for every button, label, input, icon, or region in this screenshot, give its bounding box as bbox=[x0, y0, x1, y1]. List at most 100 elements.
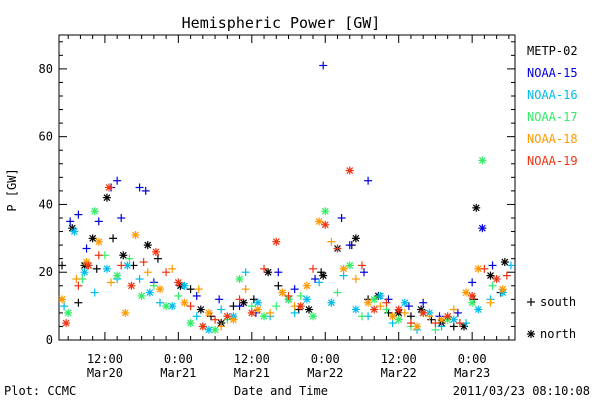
data-point bbox=[82, 244, 91, 253]
data-point bbox=[272, 302, 281, 311]
data-point bbox=[478, 224, 487, 233]
data-point bbox=[437, 315, 446, 324]
data-point bbox=[431, 319, 440, 328]
data-point bbox=[143, 268, 152, 277]
legend-entry: METP-02 bbox=[527, 44, 578, 58]
data-point bbox=[235, 302, 244, 311]
data-point bbox=[333, 244, 342, 253]
data-point bbox=[239, 298, 248, 307]
data-point bbox=[198, 322, 207, 331]
legend-entry: NOAA-15 bbox=[527, 66, 578, 80]
data-point bbox=[141, 186, 150, 195]
data-point bbox=[351, 305, 360, 314]
data-point bbox=[253, 305, 262, 314]
plot-credit: Plot: CCMC bbox=[4, 384, 76, 398]
data-point bbox=[472, 203, 481, 212]
data-point bbox=[478, 156, 487, 165]
data-point bbox=[364, 298, 373, 307]
plot-timestamp: 2011/03/23 08:10:08 bbox=[453, 384, 590, 398]
plot-area: 02040608012:00Mar200:00Mar2112:00Mar210:… bbox=[39, 34, 516, 380]
data-point bbox=[260, 312, 269, 321]
data-point bbox=[168, 264, 177, 273]
data-point bbox=[266, 308, 275, 317]
data-point bbox=[155, 285, 164, 294]
x-tick-label: 12:00 bbox=[87, 352, 123, 366]
data-point bbox=[474, 264, 483, 273]
x-tick-date-label: Mar21 bbox=[160, 366, 196, 380]
data-point bbox=[304, 305, 313, 314]
y-tick-label: 20 bbox=[39, 265, 53, 279]
data-point bbox=[470, 295, 479, 304]
data-point bbox=[351, 275, 360, 283]
data-point bbox=[117, 214, 126, 222]
data-point bbox=[194, 285, 203, 294]
data-point bbox=[388, 319, 397, 328]
data-point bbox=[321, 207, 330, 216]
data-point bbox=[274, 281, 283, 290]
data-point bbox=[186, 302, 195, 311]
data-point bbox=[400, 298, 409, 307]
data-point bbox=[84, 261, 93, 270]
data-point bbox=[500, 258, 509, 267]
data-point bbox=[296, 291, 305, 300]
data-point bbox=[139, 258, 148, 267]
data-point bbox=[117, 261, 126, 270]
data-point bbox=[337, 214, 346, 222]
data-point bbox=[360, 268, 369, 277]
data-point bbox=[357, 312, 366, 321]
data-point bbox=[113, 271, 122, 280]
x-tick-date-label: Mar22 bbox=[307, 366, 343, 380]
data-point bbox=[302, 281, 311, 290]
data-point bbox=[453, 308, 462, 317]
data-point bbox=[468, 298, 477, 307]
data-point bbox=[309, 264, 318, 273]
x-tick-label: 0:00 bbox=[311, 352, 340, 366]
data-point bbox=[382, 305, 391, 314]
data-point bbox=[474, 305, 483, 314]
data-point bbox=[174, 291, 183, 300]
data-point bbox=[443, 312, 452, 321]
data-point bbox=[149, 281, 158, 290]
data-point bbox=[400, 308, 409, 317]
x-axis-label: Date and Time bbox=[234, 384, 328, 398]
data-point bbox=[315, 278, 324, 287]
data-point bbox=[90, 207, 99, 216]
data-point bbox=[121, 308, 130, 317]
y-tick-label: 40 bbox=[39, 197, 53, 211]
north-marker-icon bbox=[527, 330, 535, 338]
data-point bbox=[192, 291, 201, 300]
data-point bbox=[294, 305, 303, 314]
data-point bbox=[127, 281, 136, 290]
data-point bbox=[370, 305, 379, 314]
data-point bbox=[162, 302, 171, 311]
data-point bbox=[388, 312, 397, 321]
data-point bbox=[135, 183, 144, 192]
data-point bbox=[74, 210, 83, 219]
data-point bbox=[151, 247, 160, 256]
data-point bbox=[102, 264, 111, 273]
data-point bbox=[137, 291, 146, 300]
data-point bbox=[339, 271, 348, 280]
data-point bbox=[370, 295, 379, 304]
data-point bbox=[217, 305, 226, 314]
data-point bbox=[180, 281, 189, 290]
data-point bbox=[113, 176, 122, 185]
data-point bbox=[419, 308, 428, 317]
data-point bbox=[241, 268, 250, 277]
data-point bbox=[88, 234, 97, 243]
data-point bbox=[296, 302, 305, 311]
data-point bbox=[406, 312, 415, 321]
data-point bbox=[455, 319, 464, 328]
data-point bbox=[186, 285, 195, 294]
data-point bbox=[223, 312, 232, 321]
data-point bbox=[376, 291, 385, 300]
data-point bbox=[162, 268, 171, 277]
x-tick-date-label: Mar23 bbox=[454, 366, 490, 380]
data-point bbox=[92, 264, 101, 273]
data-point bbox=[419, 298, 428, 307]
data-point bbox=[327, 298, 336, 307]
data-point bbox=[315, 217, 324, 226]
plot-frame bbox=[58, 34, 516, 341]
south-marker-icon bbox=[527, 298, 535, 306]
data-point bbox=[94, 237, 103, 246]
